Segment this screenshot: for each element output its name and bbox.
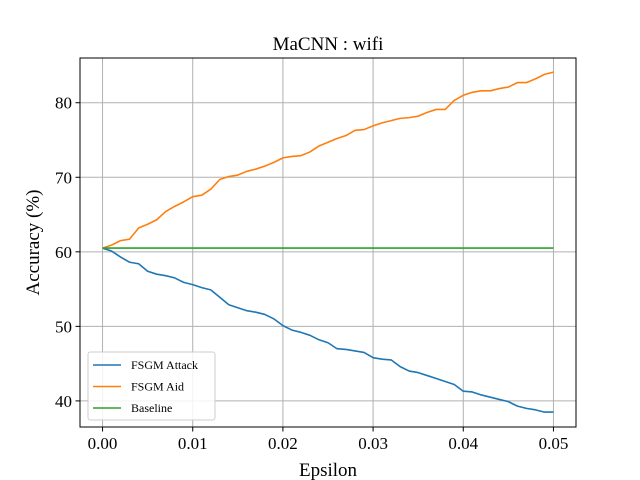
series-line-fsgm-attack (102, 247, 554, 413)
series-line-fsgm-aid (102, 71, 554, 249)
grid (80, 58, 576, 427)
y-tick-label: 80 (55, 94, 72, 113)
chart-title: MaCNN : wifi (273, 34, 384, 55)
y-tick-label: 60 (55, 243, 72, 262)
x-tick-label: 0.03 (358, 434, 388, 453)
x-tick-label: 0.01 (178, 434, 208, 453)
y-axis-label: Accuracy (%) (23, 189, 44, 295)
plot-frame (79, 57, 577, 428)
x-axis-label: Epsilon (299, 460, 358, 480)
legend-label-fsgm-aid: FSGM Aid (131, 380, 184, 394)
legend-box (87, 351, 216, 421)
x-tick-label: 0.04 (448, 434, 478, 453)
series-lines (102, 71, 554, 413)
legend-label-fsgm-attack: FSGM Attack (131, 358, 198, 372)
x-tick-label: 0.02 (268, 434, 298, 453)
y-tick-label: 40 (55, 392, 72, 411)
y-tick-label: 50 (55, 317, 72, 336)
legend-label-baseline: Baseline (131, 401, 172, 415)
y-tick-label: 70 (55, 168, 72, 187)
x-tick-label: 0.05 (539, 434, 569, 453)
legend: FSGM Attack FSGM Aid Baseline (87, 351, 216, 421)
ticks: 0.00 0.01 0.02 0.03 0.04 0.05 40 50 60 70 80 (55, 94, 568, 453)
x-tick-label: 0.00 (88, 434, 118, 453)
